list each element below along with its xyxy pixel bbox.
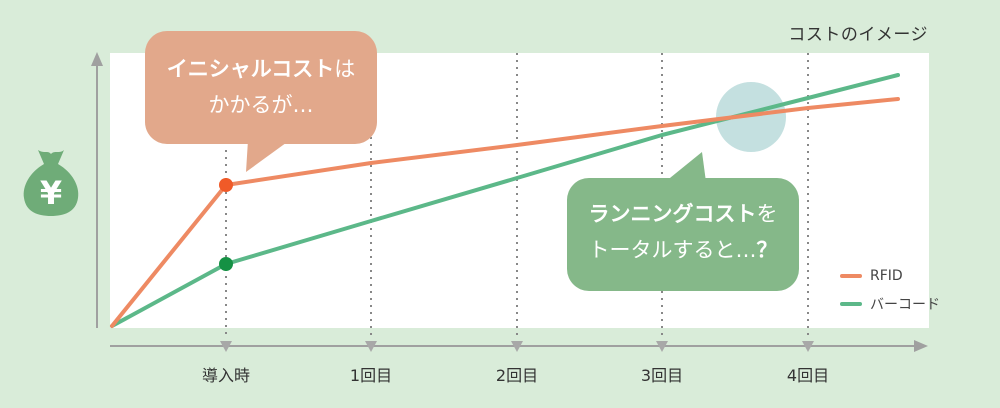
callout-running-emphasis: ？	[756, 238, 778, 262]
callout-running-bold: ランニングコスト	[588, 202, 757, 226]
barcode-initial-point	[219, 257, 233, 271]
x-tick-label: 導入時	[201, 366, 251, 385]
x-tick-markers	[220, 341, 814, 352]
x-tick-label: 2回目	[495, 366, 539, 385]
x-axis-arrow-icon	[914, 340, 928, 352]
y-axis-arrow-icon	[91, 52, 103, 66]
callout-initial-suffix: は	[334, 57, 356, 81]
legend: RFID バーコード	[840, 262, 940, 318]
initial-cost-callout: イニシャルコストは かかるが…	[145, 31, 377, 144]
legend-label: RFID	[870, 268, 903, 284]
x-tick-label: 3回目	[640, 366, 684, 385]
money-bag-yen-icon: ¥	[23, 150, 79, 216]
callout-initial-bold: イニシャルコスト	[166, 57, 335, 81]
callout-initial-line2: かかるが…	[208, 93, 314, 117]
running-cost-callout: ランニングコストを トータルすると…？	[567, 178, 799, 291]
legend-item-barcode: バーコード	[840, 290, 940, 318]
x-tick-label: 4回目	[786, 366, 830, 385]
legend-swatch-barcode	[840, 302, 862, 306]
rfid-initial-point	[219, 178, 233, 192]
callout-running-line2: トータルすると…	[588, 238, 757, 262]
legend-swatch-rfid	[840, 274, 862, 278]
chart-title: コストのイメージ	[788, 25, 928, 45]
yen-symbol: ¥	[40, 174, 62, 212]
x-tick-label: 1回目	[349, 366, 393, 385]
legend-label: バーコード	[870, 297, 940, 313]
bubble-initial-tail	[246, 140, 290, 172]
bubble-running-tail	[665, 152, 706, 182]
legend-item-rfid: RFID	[840, 262, 940, 290]
callout-running-suffix: を	[756, 202, 778, 226]
